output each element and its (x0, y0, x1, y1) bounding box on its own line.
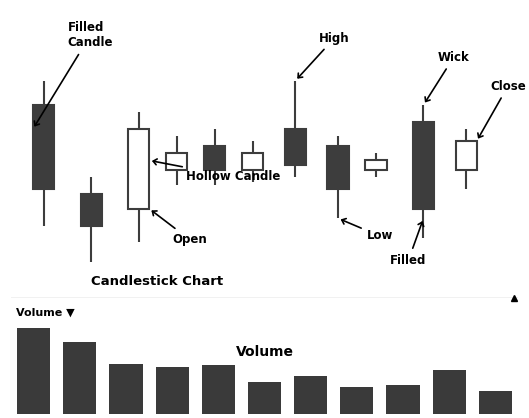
Bar (33, 105, 54, 189)
Text: Hollow Candle: Hollow Candle (153, 159, 280, 183)
Text: Candlestick Chart: Candlestick Chart (92, 275, 223, 288)
Bar (455, 141, 477, 170)
Bar (479, 391, 512, 414)
Bar (166, 153, 187, 170)
Bar (285, 129, 306, 165)
Text: Volume: Volume (235, 345, 294, 359)
Text: Filled
Candle: Filled Candle (34, 21, 113, 125)
Bar (110, 364, 143, 414)
Bar (340, 387, 373, 414)
Bar (80, 194, 102, 226)
Bar (128, 129, 149, 209)
Text: Open: Open (152, 211, 207, 246)
Bar (433, 370, 466, 414)
Bar (413, 122, 434, 209)
Bar (202, 365, 235, 414)
Bar (63, 342, 96, 414)
Bar (156, 367, 189, 414)
Text: Filled: Filled (390, 222, 427, 267)
Bar (294, 376, 327, 414)
Bar (327, 146, 349, 189)
Bar (386, 385, 419, 414)
Bar (366, 161, 387, 170)
Text: High: High (298, 32, 350, 78)
Text: Close: Close (478, 80, 526, 138)
Text: Low: Low (342, 219, 393, 242)
Text: Volume ▼: Volume ▼ (16, 307, 74, 317)
Text: Wick: Wick (425, 51, 469, 102)
Bar (242, 153, 263, 170)
Bar (248, 382, 281, 414)
Bar (17, 328, 50, 414)
Bar (204, 146, 225, 170)
